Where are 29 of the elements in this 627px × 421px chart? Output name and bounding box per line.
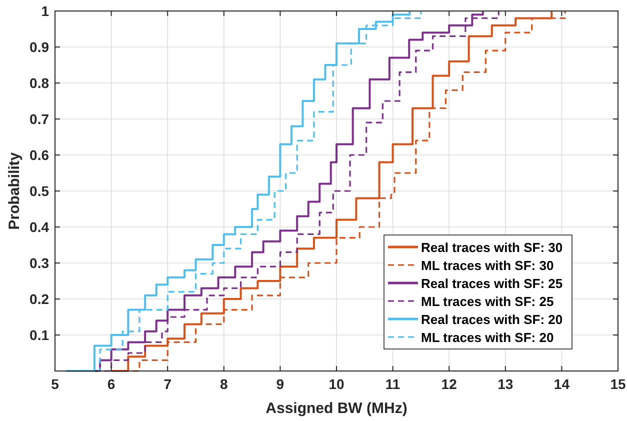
legend-label: Real traces with SF: 20: [421, 312, 563, 327]
y-tick-label: 0.6: [30, 147, 50, 163]
legend-label: ML traces with SF: 30: [421, 258, 554, 273]
legend-label: ML traces with SF: 20: [421, 330, 554, 345]
x-tick-label: 8: [220, 376, 228, 392]
legend-label: ML traces with SF: 25: [421, 294, 554, 309]
y-tick-label: 0.1: [30, 327, 50, 343]
legend-label: Real traces with SF: 25: [421, 276, 563, 291]
x-axis-title: Assigned BW (MHz): [266, 400, 408, 417]
y-tick-label: 0.5: [30, 183, 50, 199]
y-tick-label: 0.9: [30, 39, 50, 55]
x-tick-label: 6: [107, 376, 116, 392]
y-tick-label: 0.2: [30, 291, 50, 307]
y-tick-label: 0.7: [30, 111, 50, 127]
y-tick-label: 0.8: [30, 75, 50, 91]
y-tick-label: 0.4: [30, 219, 50, 235]
legend-label: Real traces with SF: 30: [421, 240, 563, 255]
x-tick-label: 10: [328, 376, 344, 392]
x-tick-label: 12: [441, 376, 458, 392]
x-tick-label: 13: [498, 376, 514, 392]
x-tick-label: 5: [51, 376, 60, 392]
y-tick-label: 1: [41, 3, 50, 19]
x-tick-label: 14: [554, 376, 570, 392]
y-axis-title: Probability: [6, 152, 23, 230]
x-tick-label: 11: [385, 376, 400, 392]
x-tick-label: 15: [610, 376, 626, 392]
x-tick-label: 7: [164, 376, 172, 392]
x-tick-label: 9: [276, 376, 284, 392]
y-tick-label: 0.3: [30, 255, 50, 271]
